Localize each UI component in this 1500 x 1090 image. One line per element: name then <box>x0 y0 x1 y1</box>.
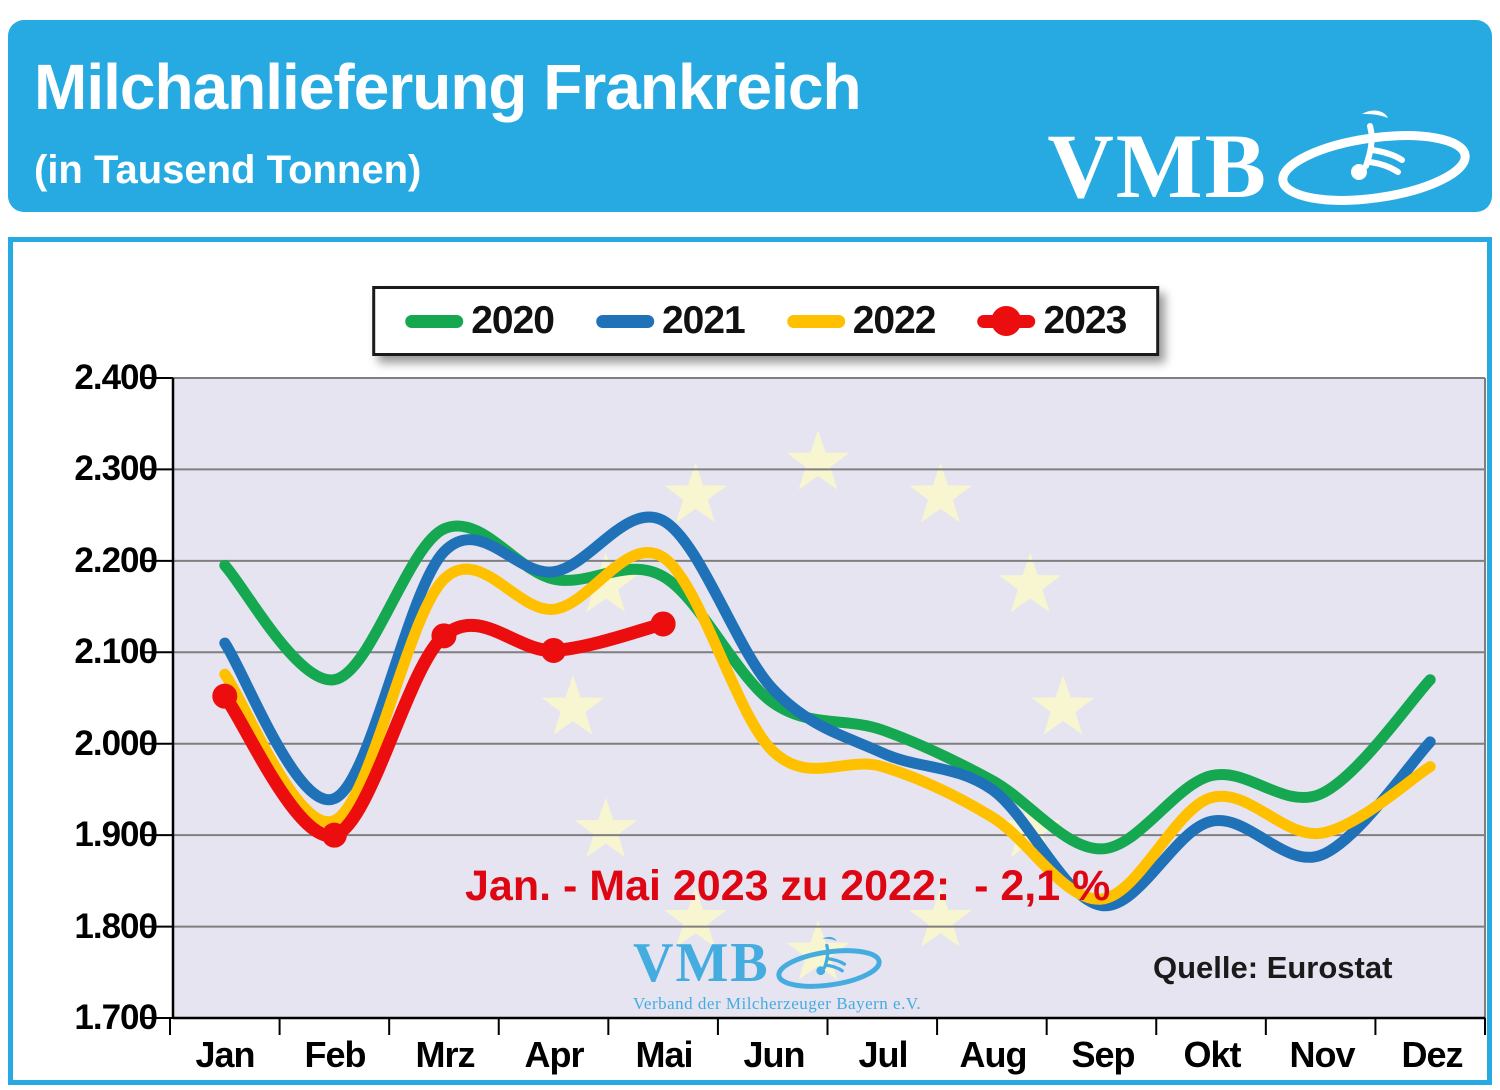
x-axis-label-mrz: Mrz <box>415 1034 476 1075</box>
vmb-swoosh-icon <box>1278 110 1470 205</box>
y-axis-label-2400: 2.400 <box>74 358 158 397</box>
watermark-logo: VMB Verband der Milcherzeuger Bayern e.V… <box>633 934 921 1014</box>
watermark-swoosh-icon <box>776 936 882 989</box>
x-axis-label-sep: Sep <box>1071 1034 1135 1075</box>
legend-swatch-2020-icon <box>405 314 464 328</box>
chart-panel: 2020 2021 2022 2023 2.400 2.300 2.200 2.… <box>8 237 1492 1085</box>
legend-swatch-2021-icon <box>595 314 654 328</box>
chart-legend: 2020 2021 2022 2023 <box>372 286 1160 356</box>
y-axis-label-1800: 1.800 <box>74 907 158 946</box>
page-subtitle: (in Tausend Tonnen) <box>34 148 422 192</box>
legend-swatch-2023-icon <box>977 306 1036 336</box>
x-axis-label-feb: Feb <box>304 1034 366 1075</box>
x-axis-label-jul: Jul <box>858 1034 908 1075</box>
legend-item-2023: 2023 <box>977 299 1128 343</box>
y-axis-label-2200: 2.200 <box>74 541 158 580</box>
x-axis-label-mai: Mai <box>635 1034 693 1075</box>
y-axis-label-1700: 1.700 <box>74 998 158 1037</box>
legend-swatch-2022-icon <box>786 314 845 328</box>
legend-label-2021: 2021 <box>661 299 746 342</box>
watermark-vmb-text: VMB <box>633 932 770 994</box>
y-axis-label-2000: 2.000 <box>74 724 158 763</box>
source-text: Quelle: Eurostat <box>1153 950 1393 985</box>
vmb-logo-text: VMB <box>1047 114 1268 217</box>
legend-label-2022: 2022 <box>852 299 937 342</box>
legend-label-2023: 2023 <box>1043 299 1128 342</box>
legend-item-2022: 2022 <box>786 299 937 343</box>
legend-item-2020: 2020 <box>405 299 555 343</box>
plot-area <box>143 377 1486 1035</box>
x-axis-label-nov: Nov <box>1289 1034 1355 1075</box>
y-axis-label-2100: 2.100 <box>74 632 158 671</box>
watermark-subtitle: Verband der Milcherzeuger Bayern e.V. <box>633 994 922 1013</box>
legend-label-2020: 2020 <box>471 299 555 342</box>
x-axis-label-apr: Apr <box>524 1034 585 1075</box>
legend-marker-dot-2023 <box>991 306 1022 336</box>
x-axis-label-dez: Dez <box>1401 1034 1463 1075</box>
y-axis-label-1900: 1.900 <box>74 815 158 854</box>
x-axis-label-okt: Okt <box>1183 1034 1241 1075</box>
annotation-text: Jan. - Mai 2023 zu 2022: - 2,1 % <box>465 862 1111 910</box>
x-axis-label-aug: Aug <box>959 1034 1028 1075</box>
legend-item-2021: 2021 <box>595 299 746 343</box>
x-axis-label-jan: Jan <box>195 1034 255 1075</box>
page-title: Milchanlieferung Frankreich <box>34 51 862 123</box>
header-banner: Milchanlieferung Frankreich (in Tausend … <box>8 20 1492 212</box>
y-axis-label-2300: 2.300 <box>74 449 158 488</box>
x-axis-label-jun: Jun <box>743 1034 805 1075</box>
vmb-logo: VMB <box>1047 106 1474 217</box>
